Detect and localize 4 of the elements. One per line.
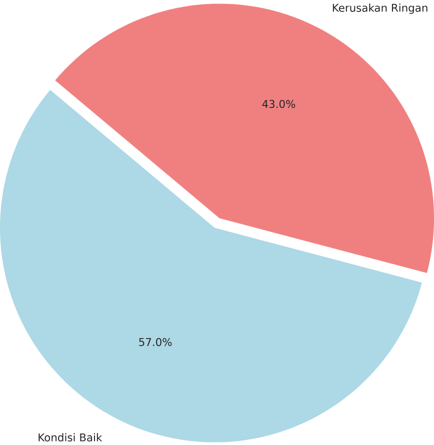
slice-label: Kerusakan Ringan xyxy=(332,4,428,14)
data-label: 43.0% xyxy=(262,100,296,108)
slice-label: Kondisi Baik xyxy=(38,433,102,442)
data-label: 57.0% xyxy=(139,338,172,346)
